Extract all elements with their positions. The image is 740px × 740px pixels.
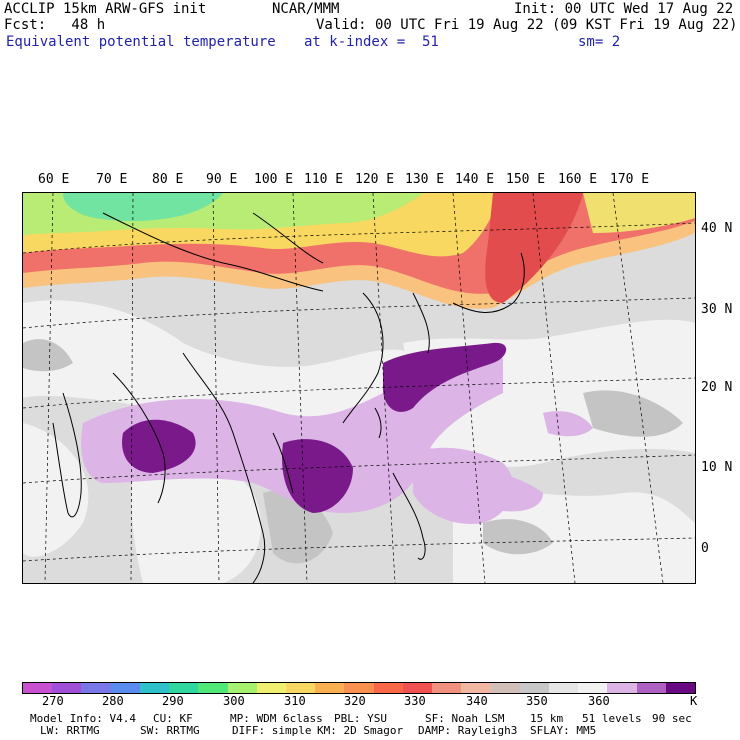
colorbar-unit: K <box>690 694 698 708</box>
footer-cu: CU: KF <box>153 712 193 725</box>
footer-lw: LW: RRTMG <box>40 724 100 737</box>
colorbar-swatch <box>578 683 608 693</box>
lon-label: 140 E <box>455 172 495 187</box>
footer-levels: 51 levels <box>582 712 642 725</box>
lat-label: 0 <box>701 541 709 556</box>
center-name: NCAR/MMM <box>272 1 340 17</box>
colorbar-swatch <box>665 683 696 693</box>
colorbar-swatch <box>432 683 462 693</box>
colorbar-tick-label: 340 <box>466 694 488 708</box>
colorbar-swatch <box>402 683 433 693</box>
colorbar-swatch <box>315 683 345 693</box>
mid-field-patches <box>23 339 683 564</box>
footer-mp: MP: WDM 6class <box>230 712 323 725</box>
colorbar-swatch <box>285 683 316 693</box>
lon-label: 60 E <box>38 172 70 187</box>
lat-label: 30 N <box>701 302 733 317</box>
colorbar-swatch <box>198 683 228 693</box>
field-name: Equivalent potential temperature <box>6 34 276 50</box>
colorbar-swatch <box>519 683 549 693</box>
colorbar-swatch <box>461 683 491 693</box>
colorbar-swatch <box>636 683 666 693</box>
footer-model-info: Model Info: V4.4 <box>30 712 136 725</box>
lat-label: 40 N <box>701 221 733 236</box>
footer-damp: DAMP: Rayleigh3 <box>418 724 518 737</box>
colorbar-swatch <box>548 683 579 693</box>
footer-km: KM: 2D Smagor <box>317 724 404 737</box>
colorbar-swatch <box>490 683 520 693</box>
footer-sw: SW: RRTMG <box>140 724 200 737</box>
lon-label: 80 E <box>152 172 184 187</box>
lon-label: 130 E <box>405 172 445 187</box>
colorbar-tick-label: 270 <box>42 694 64 708</box>
init-time: Init: 00 UTC Wed 17 Aug 22 <box>514 1 734 17</box>
footer-res: 15 km <box>530 712 564 725</box>
valid-time: Valid: 00 UTC Fri 19 Aug 22 (09 KST Fri … <box>316 17 738 33</box>
footer-sf: SF: Noah LSM <box>425 712 505 725</box>
colorbar-swatch <box>52 683 82 693</box>
map-canvas <box>23 193 695 583</box>
colorbar-swatch <box>110 683 140 693</box>
colorbar-tick-label: 280 <box>102 694 124 708</box>
footer-diff: DIFF: simple <box>232 724 312 737</box>
dark-purple-regions <box>122 342 507 513</box>
level-index: at k-index = 51 <box>304 34 439 50</box>
colorbar-swatch <box>81 683 111 693</box>
warm-bands <box>23 193 695 309</box>
colorbar-swatch <box>23 683 53 693</box>
lon-label: 150 E <box>506 172 546 187</box>
colorbar-swatch <box>344 683 374 693</box>
lat-label: 20 N <box>701 380 733 395</box>
colorbar-swatch <box>256 683 286 693</box>
colorbar-tick-label: 330 <box>404 694 426 708</box>
colorbar-tick-label: 290 <box>162 694 184 708</box>
lon-label: 110 E <box>304 172 344 187</box>
footer-dt: 90 sec <box>652 712 692 725</box>
lon-label: 90 E <box>206 172 238 187</box>
colorbar-tick-label: 310 <box>284 694 306 708</box>
forecast-hour: Fcst: 48 h <box>4 17 106 33</box>
colorbar <box>22 682 696 694</box>
colorbar-tick-label: 360 <box>588 694 610 708</box>
lon-label: 120 E <box>355 172 395 187</box>
lon-label: 170 E <box>610 172 650 187</box>
smoothing: sm= 2 <box>578 34 621 50</box>
footer-sflay: SFLAY: MM5 <box>530 724 597 737</box>
map-panel <box>22 192 696 584</box>
model-title: ACCLIP 15km ARW-GFS init <box>4 1 207 17</box>
colorbar-swatch <box>373 683 403 693</box>
lon-label: 100 E <box>254 172 294 187</box>
lon-label: 70 E <box>96 172 128 187</box>
colorbar-tick-label: 320 <box>344 694 366 708</box>
colorbar-swatch <box>169 683 199 693</box>
colorbar-tick-label: 350 <box>526 694 548 708</box>
footer-pbl: PBL: YSU <box>334 712 387 725</box>
colorbar-swatch <box>227 683 257 693</box>
colorbar-swatch <box>607 683 637 693</box>
lat-label: 10 N <box>701 460 733 475</box>
latlon-grid <box>23 193 695 583</box>
colorbar-swatch <box>139 683 170 693</box>
lon-label: 160 E <box>558 172 598 187</box>
colorbar-tick-label: 300 <box>223 694 245 708</box>
